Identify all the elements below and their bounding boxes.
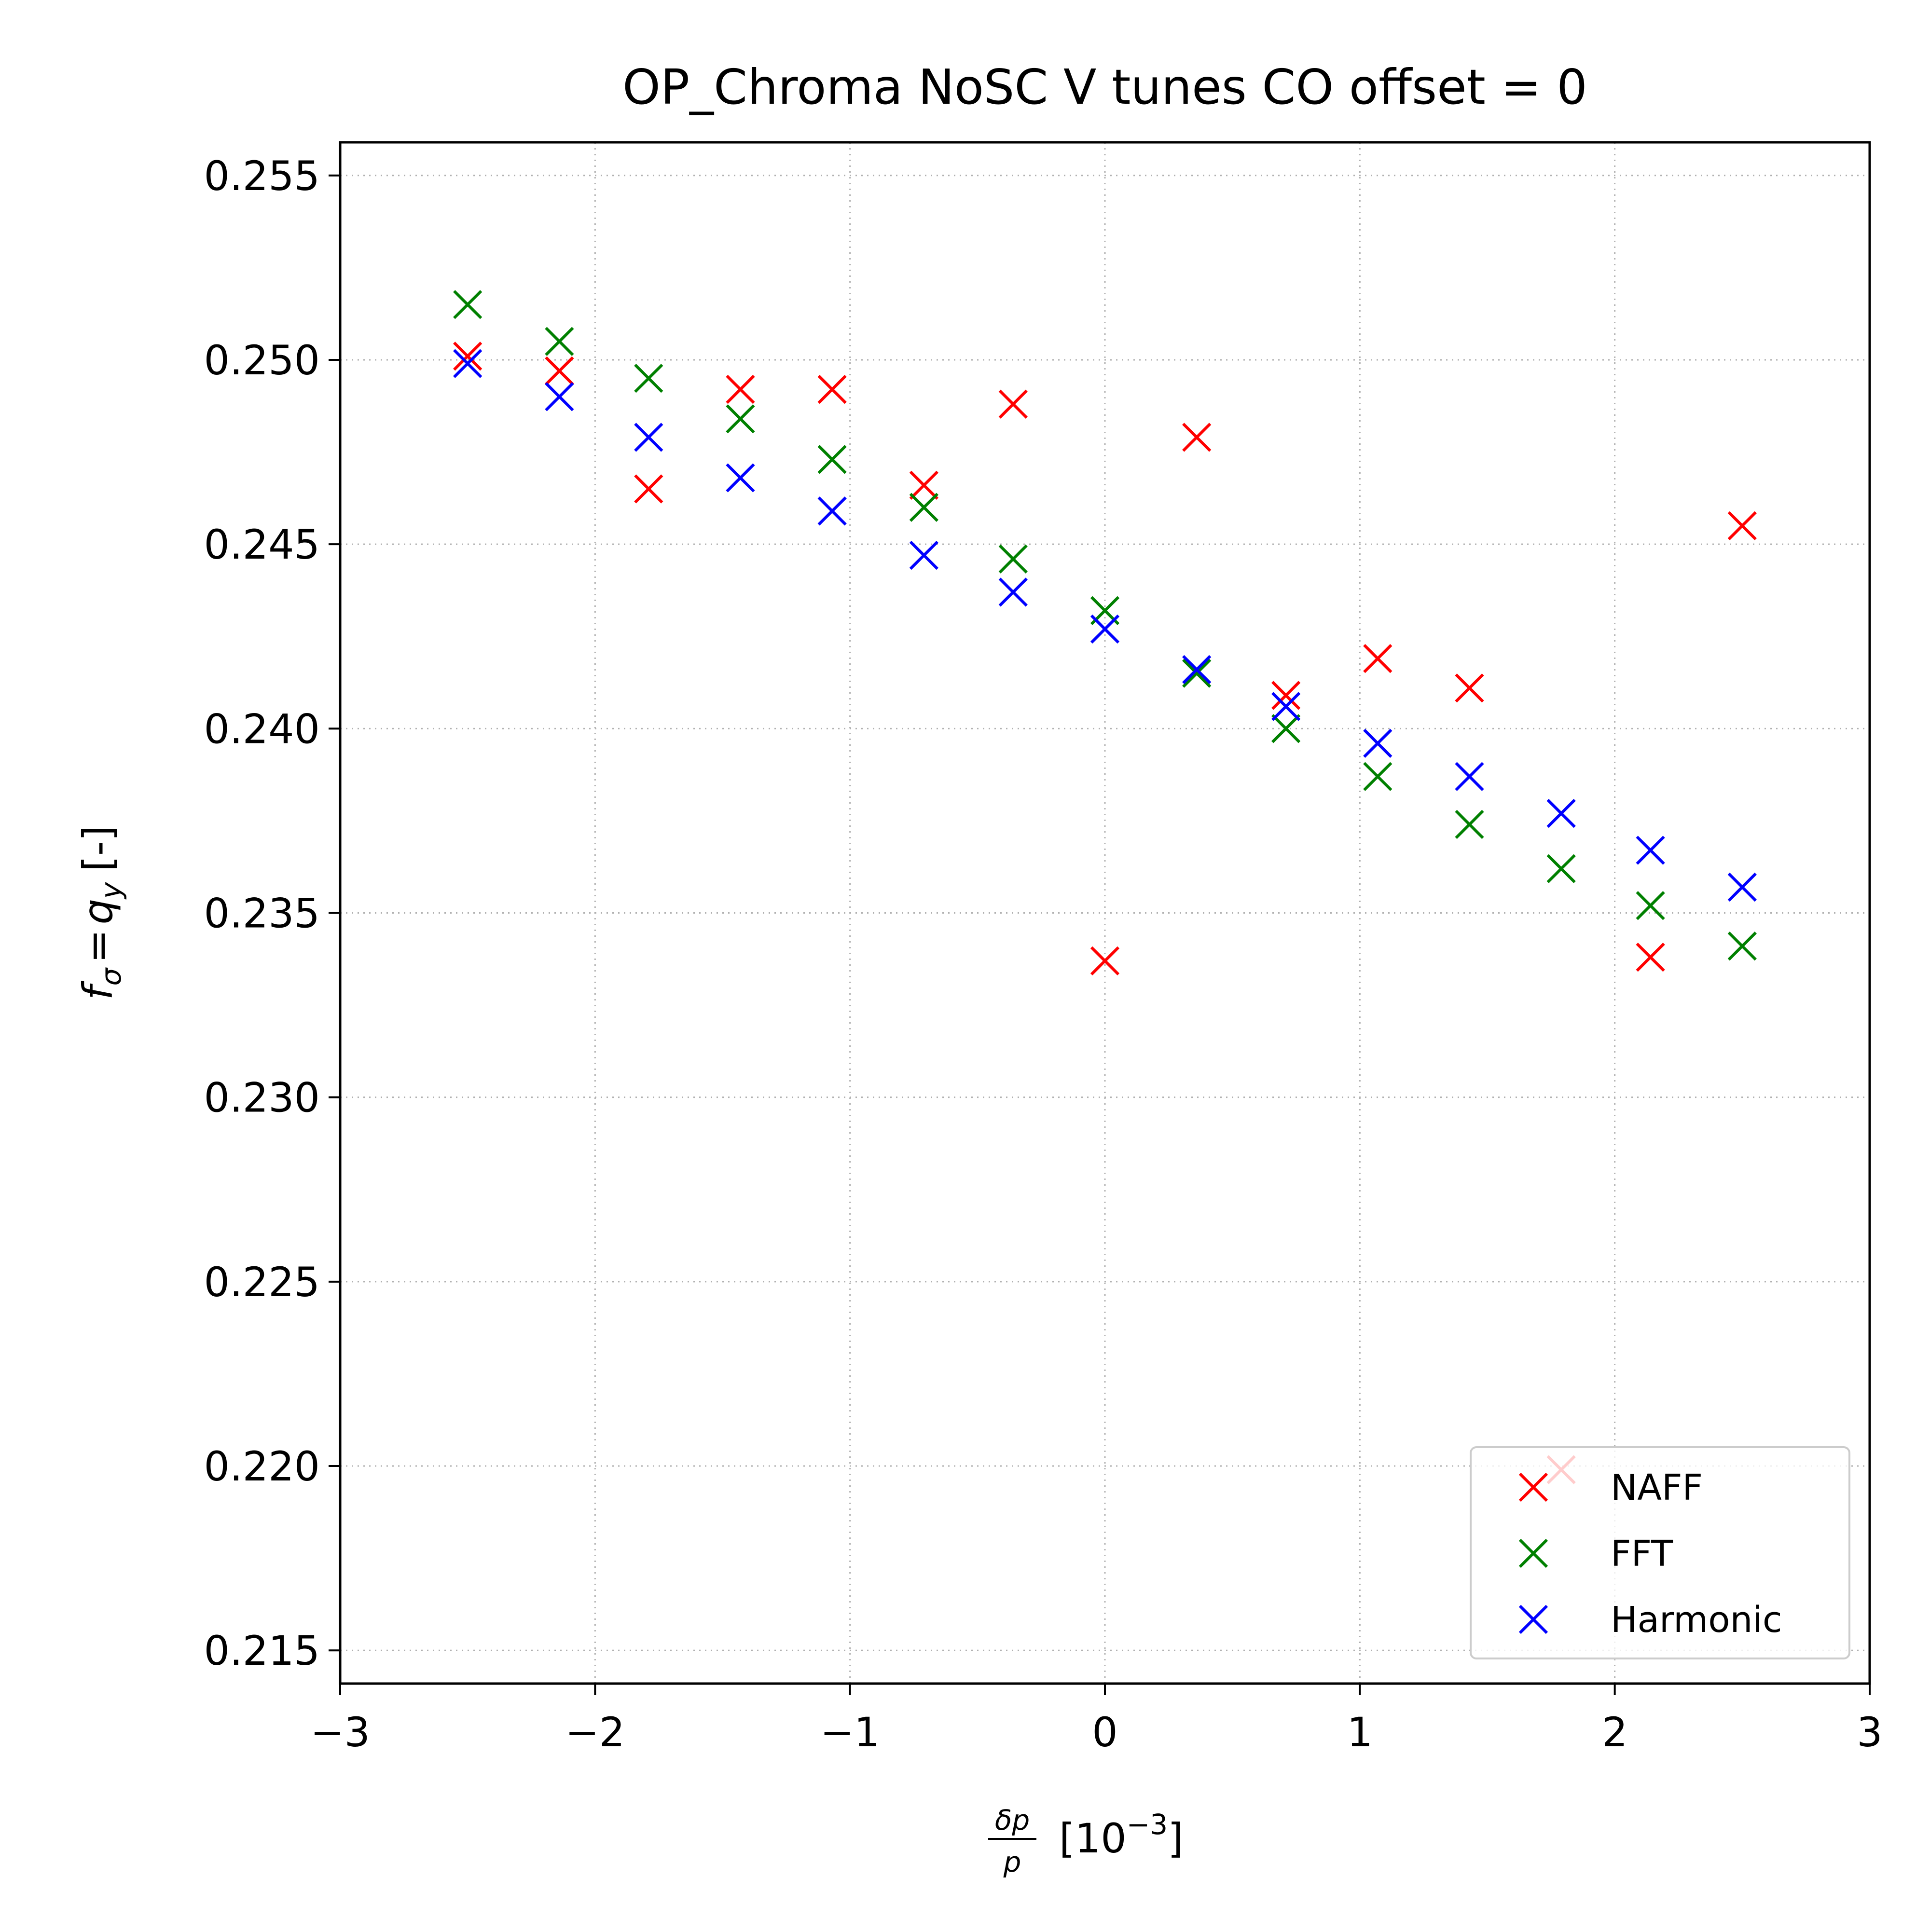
legend-frame [1470, 1446, 1850, 1659]
point-harmonic [1363, 728, 1392, 758]
point-naff [1090, 946, 1120, 975]
point-naff [998, 389, 1028, 419]
point-naff [1727, 511, 1757, 541]
point-fft [545, 327, 574, 356]
point-harmonic [1090, 614, 1120, 644]
y-tick-label: 0.225 [204, 1259, 320, 1306]
chart-title: OP_Chroma NoSC V tunes CO offset = 0 [622, 59, 1587, 115]
x-tick-label: 2 [1602, 1709, 1627, 1756]
point-fft [453, 290, 482, 319]
point-naff [1455, 673, 1484, 703]
x-tick-label: −3 [310, 1709, 370, 1756]
x-tick-label: −2 [565, 1709, 625, 1756]
point-fft [1455, 809, 1484, 839]
point-naff [1363, 644, 1392, 673]
y-tick-label: 0.250 [204, 337, 320, 384]
point-fft [726, 404, 755, 434]
point-harmonic [1636, 836, 1665, 865]
point-fft [1182, 658, 1212, 688]
legend-marker-harmonic [1518, 1604, 1548, 1634]
y-tick-label: 0.220 [204, 1443, 320, 1490]
legend-entry-harmonic: Harmonic [1518, 1599, 1782, 1641]
x-label-numerator: δp [995, 1804, 1030, 1836]
point-harmonic [1727, 872, 1757, 902]
point-fft [1271, 714, 1301, 743]
point-harmonic [726, 463, 755, 493]
legend-label-harmonic: Harmonic [1611, 1599, 1782, 1641]
legend-marker-naff [1518, 1472, 1548, 1502]
legend-marker-fft [1518, 1538, 1548, 1568]
point-harmonic [1546, 799, 1576, 828]
x-axis-label: δp p [10−3] [988, 1804, 1184, 1878]
y-tick-label: 0.230 [204, 1074, 320, 1122]
x-label-unit: [10−3] [1059, 1808, 1184, 1862]
y-tick-label: 0.245 [204, 521, 320, 568]
y-tick-label: 0.240 [204, 705, 320, 753]
point-naff [909, 470, 939, 500]
point-fft [1636, 891, 1665, 920]
point-naff [817, 374, 847, 404]
legend-entry-fft: FFT [1518, 1533, 1673, 1575]
point-fft [817, 445, 847, 474]
point-fft [998, 544, 1028, 574]
x-tick-label: 3 [1857, 1709, 1882, 1756]
y-tick-label: 0.235 [204, 890, 320, 937]
point-naff [726, 374, 755, 404]
legend-label-fft: FFT [1611, 1533, 1673, 1575]
y-tick-label: 0.255 [204, 152, 320, 200]
point-fft [634, 364, 663, 393]
point-naff [453, 342, 482, 371]
point-harmonic [634, 423, 663, 452]
y-tick-label: 0.215 [204, 1627, 320, 1674]
point-naff [1271, 681, 1301, 710]
point-harmonic [998, 577, 1028, 607]
point-harmonic [1455, 762, 1484, 791]
point-fft [1363, 762, 1392, 791]
point-naff [1182, 423, 1212, 452]
point-harmonic [453, 349, 482, 378]
point-fft [1546, 854, 1576, 883]
y-label-text: fσ=qy[-] [74, 825, 127, 1000]
x-label-denominator: p [1003, 1846, 1021, 1878]
legend: NAFF FFT Harmonic [1470, 1446, 1850, 1659]
legend-entry-naff: NAFF [1518, 1467, 1703, 1508]
point-harmonic [1182, 655, 1212, 685]
point-fft [1727, 932, 1757, 961]
point-fft [909, 493, 939, 522]
point-harmonic [909, 540, 939, 570]
x-axis-ticks: −3 −2 −1 0 1 2 3 [310, 1684, 1883, 1756]
legend-entries: NAFF FFT Harmonic [1518, 1467, 1782, 1641]
point-naff [634, 474, 663, 504]
legend-label-naff: NAFF [1611, 1467, 1703, 1508]
y-axis-label: fσ=qy[-] [74, 825, 127, 1000]
point-naff [1636, 943, 1665, 972]
point-naff [545, 356, 574, 386]
x-tick-label: 1 [1347, 1709, 1373, 1756]
point-harmonic [545, 382, 574, 411]
y-axis-ticks: 0.215 0.220 0.225 0.230 0.235 0.240 0.245 0.250… [204, 152, 340, 1674]
point-harmonic [1271, 692, 1301, 721]
point-harmonic [817, 496, 847, 526]
x-tick-label: 0 [1092, 1709, 1117, 1756]
x-tick-label: −1 [820, 1709, 880, 1756]
